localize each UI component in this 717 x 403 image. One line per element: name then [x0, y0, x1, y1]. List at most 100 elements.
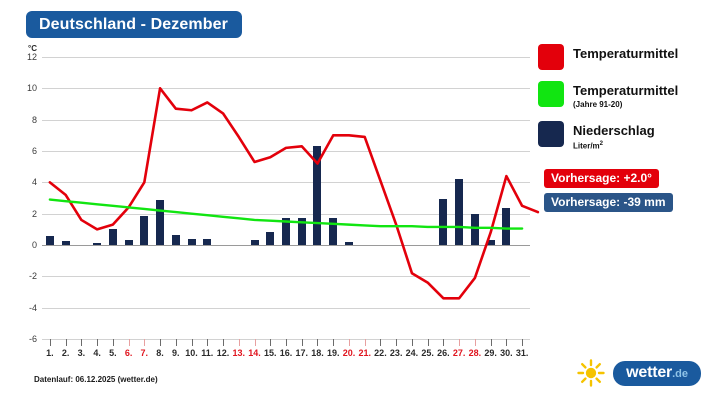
- red-square-icon: [538, 44, 564, 70]
- x-axis-tick: [506, 339, 508, 346]
- x-axis-label-day-20: 20.: [342, 348, 356, 358]
- x-axis-label-day-14: 14.: [248, 348, 261, 358]
- x-axis-label-day-24: 24.: [405, 348, 419, 358]
- x-axis-tick: [112, 339, 114, 346]
- x-axis-label-day-9: 9.: [172, 348, 180, 358]
- x-axis-label-day-18: 18.: [311, 348, 324, 358]
- x-axis-label-day-12: 12.: [216, 348, 230, 358]
- y-axis-tick-label: -2: [28, 271, 37, 282]
- y-axis-unit-label: °C: [28, 44, 37, 53]
- x-axis-tick: [223, 339, 225, 346]
- legend-item-temperatur-klima: Temperaturmittel (Jahre 91-20): [538, 81, 717, 110]
- legend-item-niederschlag: Niederschlag Liter/m2: [538, 121, 717, 152]
- x-axis-tick: [301, 339, 303, 346]
- precipitation-bar: [250, 240, 259, 245]
- gridline: 12: [27, 52, 530, 62]
- precipitation-bar: [329, 217, 338, 245]
- x-axis-label-day-26: 26.: [437, 348, 450, 358]
- y-axis-tick-label: 8: [31, 114, 37, 125]
- legend-item-label: Temperaturmittel: [573, 46, 679, 61]
- legend-item-sublabel: Liter/m2: [573, 141, 604, 151]
- x-axis-tick: [207, 339, 209, 346]
- x-axis-tick: [380, 339, 382, 346]
- y-axis-tick-label: 0: [31, 240, 37, 250]
- x-axis-label-day-1: 1.: [46, 348, 54, 358]
- precipitation-bar: [93, 243, 102, 245]
- x-axis-tick: [317, 339, 319, 346]
- x-axis-label-day-27: 27.: [452, 348, 466, 358]
- precipitation-bar: [45, 235, 54, 245]
- logo-word: wetter: [626, 363, 673, 381]
- x-axis-tick: [396, 339, 398, 346]
- y-axis-tick-label: 6: [31, 146, 37, 156]
- legend-item-label: Temperaturmittel: [573, 83, 679, 98]
- plot-region: 12 10 8 6 4 2 0 -2 -4 -6: [27, 52, 540, 344]
- precipitation-bar: [313, 146, 322, 245]
- x-axis-label-day-5: 5.: [109, 348, 117, 358]
- x-axis-tick: [333, 339, 335, 346]
- x-axis-label-day-22: 22.: [374, 348, 387, 358]
- precipitation-bar: [266, 232, 275, 245]
- precipitation-bar: [140, 216, 149, 245]
- green-square-icon: [538, 81, 564, 107]
- x-axis-tick: [443, 339, 445, 346]
- climate-mean-line: [48, 198, 524, 230]
- sun-icon: [577, 359, 605, 387]
- x-axis-label-day-31: 31.: [515, 348, 529, 358]
- x-axis-tick: [49, 339, 51, 346]
- x-axis-label-day-8: 8.: [156, 348, 164, 358]
- x-axis-tick: [286, 339, 287, 346]
- x-axis-label-day-2: 2.: [61, 348, 70, 358]
- gridline: 10: [27, 83, 530, 93]
- precipitation-bar: [156, 199, 165, 245]
- gridline: -4: [29, 303, 530, 313]
- x-axis-label-day-15: 15.: [263, 348, 277, 358]
- y-axis-tick-label: 10: [26, 83, 37, 94]
- x-axis-label-day-11: 11.: [201, 348, 214, 358]
- x-axis-label-day-10: 10.: [185, 348, 198, 358]
- x-axis-tick: [128, 339, 130, 346]
- logo-tld: .de: [672, 367, 688, 380]
- x-axis-tick: [411, 339, 413, 346]
- forecast-temperature-badge: Vorhersage: +2.0°: [544, 168, 659, 188]
- blue-square-icon: [538, 121, 564, 147]
- gridline: 8: [32, 115, 530, 125]
- x-axis-tick: [254, 339, 256, 346]
- x-axis-tick: [144, 339, 146, 346]
- precipitation-bar: [171, 234, 180, 245]
- x-axis-label-day-4: 4.: [93, 348, 101, 358]
- x-axis-tick: [65, 339, 67, 346]
- gridline: 4: [32, 177, 530, 187]
- x-axis-tick: [97, 339, 99, 346]
- precipitation-bar: [108, 229, 117, 245]
- gridline: 6: [32, 146, 530, 156]
- temperature-lines: [48, 87, 540, 300]
- precipitation-bar: [297, 217, 306, 245]
- gridline: 0: [32, 240, 530, 250]
- x-axis-tick: [238, 339, 240, 346]
- x-axis-label-day-16: 16.: [279, 348, 293, 358]
- x-axis-label-day-21: 21.: [358, 348, 371, 358]
- x-axis-tick: [364, 339, 366, 346]
- precipitation-bar: [455, 179, 464, 245]
- y-axis-tick-label: 4: [31, 177, 37, 188]
- x-axis-tick: [474, 339, 476, 346]
- x-axis-tick: [160, 339, 162, 346]
- chart-area: °C 12 10 8 6 4 2 0 -2 -4 -6 1. 2. 3. 4. 5. 6. 7. 8. 9. 10.…: [0, 44, 540, 358]
- x-axis-label-day-28: 28.: [468, 348, 482, 358]
- x-axis-tick: [81, 339, 83, 346]
- temperature-line: [48, 87, 540, 300]
- x-axis-tick: [348, 339, 350, 346]
- precipitation-bar: [344, 241, 353, 245]
- legend-item-sublabel: (Jahre 91-20): [573, 100, 623, 109]
- y-axis-tick-label: 12: [26, 52, 37, 62]
- precipitation-bar: [203, 238, 212, 245]
- y-axis-tick-label: -6: [28, 334, 37, 344]
- x-axis: 1. 2. 3. 4. 5. 6. 7. 8. 9. 10. 11. 12. 13. 14. 15. 16. 1…: [42, 339, 530, 361]
- x-axis-label-day-17: 17.: [295, 348, 308, 358]
- datenlauf-text: Datenlauf: 06.12.2025 (wetter.de): [34, 375, 158, 384]
- gridline: 2: [32, 209, 530, 219]
- wetter-de-logo[interactable]: wetter .de: [576, 358, 701, 388]
- forecast-precipitation-badge: Vorhersage: -39 mm: [544, 192, 673, 212]
